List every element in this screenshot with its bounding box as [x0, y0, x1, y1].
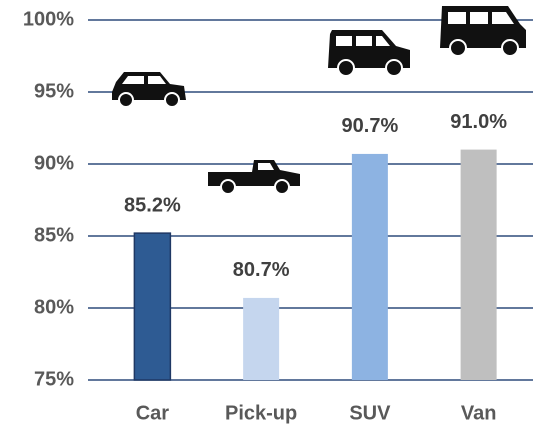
bar: [351, 153, 388, 380]
value-label: 85.2%: [124, 194, 181, 216]
x-tick-label: Van: [461, 402, 497, 424]
x-tick-label: SUV: [349, 402, 391, 424]
value-label: 80.7%: [233, 259, 290, 281]
bar: [133, 232, 172, 381]
van-icon: [440, 6, 526, 57]
x-tick-label: Pick-up: [225, 402, 297, 424]
bar: [243, 297, 280, 380]
y-tick-label: 80%: [34, 296, 74, 318]
value-label: 91.0%: [450, 111, 507, 133]
y-tick-label: 90%: [34, 152, 74, 174]
y-tick-label: 85%: [34, 224, 74, 246]
pickup-icon: [208, 160, 300, 195]
suv-icon: [328, 30, 410, 77]
bar: [460, 149, 497, 380]
y-tick-label: 75%: [34, 368, 74, 390]
x-tick-label: Car: [136, 402, 170, 424]
y-tick-label: 95%: [34, 80, 74, 102]
value-label: 90.7%: [342, 115, 399, 137]
car-icon: [112, 72, 186, 108]
y-tick-label: 100%: [23, 8, 74, 30]
